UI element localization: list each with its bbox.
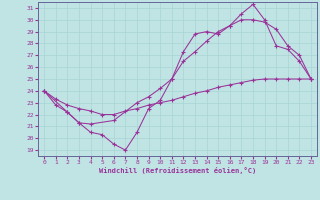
X-axis label: Windchill (Refroidissement éolien,°C): Windchill (Refroidissement éolien,°C) xyxy=(99,167,256,174)
